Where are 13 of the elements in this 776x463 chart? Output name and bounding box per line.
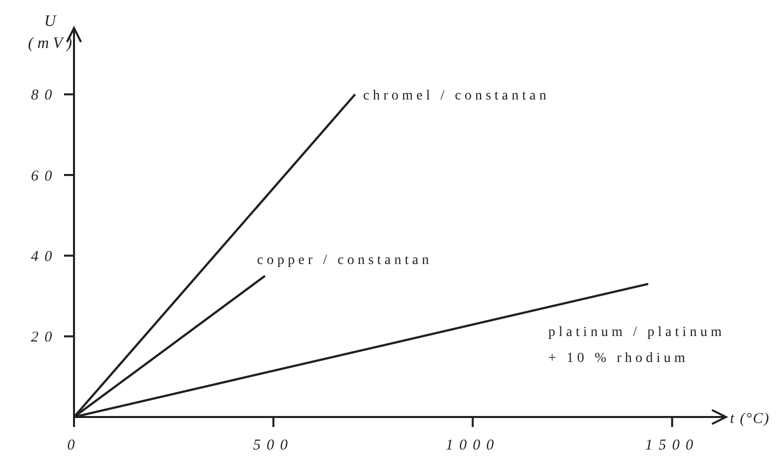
- y-tick-label: 40: [31, 248, 58, 265]
- series-label: copper / constantan: [257, 252, 432, 268]
- x-tick-label: 0: [67, 438, 81, 454]
- series-label: platinum / platinum + 10 % rhodium: [548, 324, 726, 366]
- x-tick-label: 1000: [446, 438, 500, 454]
- x-tick-label: 500: [253, 438, 294, 454]
- y-axis-title: U (mV): [28, 13, 76, 52]
- series-label: chromel / constantan: [363, 88, 550, 104]
- x-tick-label: 1500: [645, 438, 700, 454]
- y-tick-label: 20: [31, 330, 58, 346]
- y-tick-label: 60: [31, 168, 58, 184]
- y-tick-label: 80: [31, 88, 58, 104]
- x-axis-title: t (°C): [730, 411, 770, 427]
